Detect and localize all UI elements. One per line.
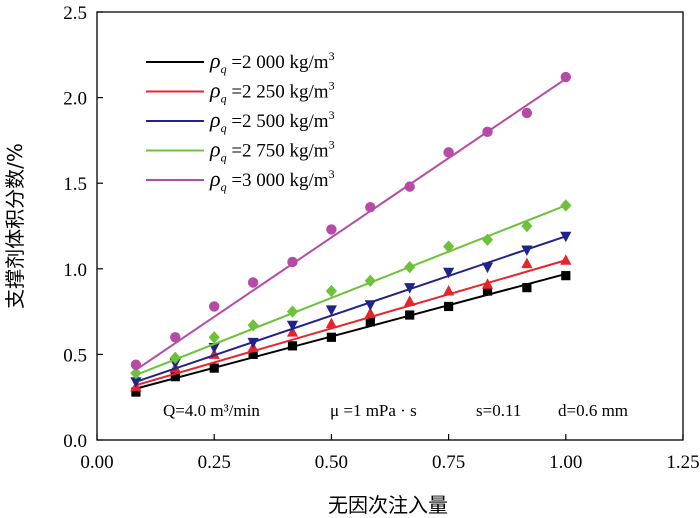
series-fit-line <box>135 77 567 371</box>
legend-label: ρq =2 250 kg/m3 <box>209 78 335 106</box>
data-point-diamond <box>521 219 533 233</box>
data-point-triangle-down <box>364 300 376 311</box>
legend-item-3: ρq =2 500 kg/m3 <box>146 107 335 135</box>
series-fit-line <box>135 272 567 390</box>
data-point-triangle-down <box>130 377 142 388</box>
series-4 <box>130 199 572 380</box>
data-point-diamond <box>208 331 220 344</box>
data-point-circle <box>365 201 376 213</box>
series-3 <box>130 231 572 388</box>
legend-label: ρq =2 000 kg/m3 <box>209 48 335 76</box>
data-point-circle <box>326 224 337 235</box>
data-point-diamond <box>130 367 142 380</box>
data-point-triangle-up <box>560 254 572 265</box>
legend-item-2: ρq =2 250 kg/m3 <box>146 78 335 106</box>
x-tick-label: 0.50 <box>315 452 348 473</box>
x-tick-label: 0.00 <box>80 452 113 473</box>
data-point-triangle-down <box>286 320 299 332</box>
x-axis-title: 无因次注入量 <box>328 493 448 517</box>
data-point-diamond <box>364 274 376 287</box>
data-point-square <box>131 387 141 397</box>
data-point-triangle-down <box>325 305 337 316</box>
plot-frame <box>96 11 684 441</box>
data-point-diamond <box>325 284 337 298</box>
data-point-diamond <box>481 233 494 246</box>
data-point-square <box>561 271 571 281</box>
y-tick-label: 0.5 <box>63 345 87 366</box>
y-tick-label: 0.0 <box>63 431 87 452</box>
data-point-triangle-up <box>481 278 494 289</box>
x-tick-label: 1.25 <box>666 452 699 473</box>
y-tick-label: 2.5 <box>63 3 87 24</box>
series-layer <box>130 71 572 397</box>
data-point-square <box>326 332 336 342</box>
data-point-diamond <box>247 319 259 332</box>
legend-item-1: ρq =2 000 kg/m3 <box>146 48 335 76</box>
data-point-triangle-up <box>443 285 455 296</box>
series-fit-line <box>135 204 567 376</box>
data-point-circle <box>170 332 181 343</box>
y-tick-label: 2.0 <box>63 89 87 110</box>
data-point-triangle-down <box>560 231 572 243</box>
data-point-diamond <box>560 199 572 212</box>
data-point-circle <box>404 181 415 192</box>
data-point-circle <box>209 301 220 312</box>
series-fit-line <box>135 259 567 387</box>
legend-item-4: ρq =2 750 kg/m3 <box>146 137 335 165</box>
data-point-diamond <box>404 260 416 274</box>
data-point-square <box>522 283 532 293</box>
x-tick-label: 0.25 <box>198 452 231 473</box>
series-5 <box>130 71 571 371</box>
data-point-circle <box>130 359 142 370</box>
data-point-triangle-up <box>286 326 299 337</box>
data-point-diamond <box>443 240 455 253</box>
y-tick-label: 1.5 <box>63 174 87 195</box>
y-axis-title: 支撑剂体积分数/% <box>3 143 27 309</box>
data-point-square <box>405 310 415 320</box>
data-point-triangle-down <box>443 267 455 279</box>
y-tick-label: 1.0 <box>63 260 87 281</box>
legend-item-5: ρq =3 000 kg/m3 <box>146 166 335 194</box>
annotation-s: s=0.11 <box>476 401 521 420</box>
data-point-triangle-up <box>404 295 416 306</box>
annotation-diameter: d=0.6 mm <box>558 401 628 420</box>
data-point-square <box>444 301 454 312</box>
data-point-diamond <box>286 305 299 318</box>
x-tick-label: 0.75 <box>432 452 465 473</box>
data-point-circle <box>287 256 298 268</box>
data-point-triangle-down <box>521 245 533 256</box>
data-point-diamond <box>169 351 181 365</box>
data-point-triangle-down <box>247 337 259 349</box>
series-2 <box>130 254 572 392</box>
series-1 <box>131 271 571 397</box>
data-point-circle <box>443 147 454 158</box>
data-point-triangle-up <box>364 307 376 318</box>
data-point-square <box>248 349 258 359</box>
annotation-flow-rate: Q=4.0 m³/min <box>163 401 260 420</box>
data-point-triangle-up <box>521 257 533 269</box>
x-tick-label: 1.00 <box>549 452 582 473</box>
legend-label: ρq =3 000 kg/m3 <box>209 166 335 194</box>
data-point-square <box>209 363 219 373</box>
data-point-triangle-down <box>404 283 416 294</box>
data-point-triangle-down <box>481 262 494 274</box>
chart-axes: 0.00 0.25 0.50 0.75 1.00 1.25 0.0 0.5 1.0 1.5 2.0 2… <box>63 3 699 473</box>
legend-label: ρq =2 750 kg/m3 <box>209 137 335 165</box>
data-point-square <box>287 341 298 351</box>
annotation-viscosity: μ =1 mPa · s <box>330 401 417 420</box>
data-point-square <box>170 372 180 382</box>
legend-label: ρq =2 500 kg/m3 <box>209 107 335 135</box>
data-point-circle <box>482 126 493 138</box>
data-point-triangle-up <box>325 317 337 329</box>
data-point-circle <box>521 107 533 119</box>
data-point-circle <box>247 277 259 288</box>
series-fit-line <box>135 235 567 383</box>
data-point-square <box>482 286 493 296</box>
data-point-circle <box>560 71 571 83</box>
data-point-square <box>365 317 375 327</box>
